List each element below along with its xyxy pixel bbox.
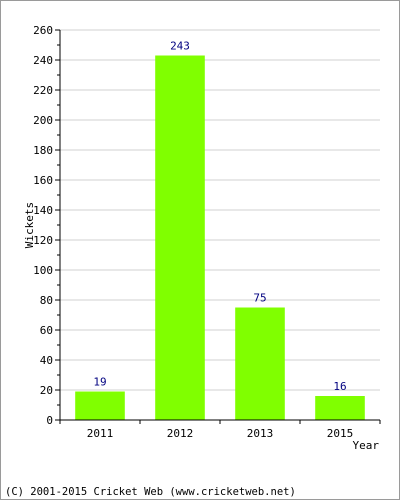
y-tick-label: 40 — [40, 354, 53, 367]
copyright-footer: (C) 2001-2015 Cricket Web (www.cricketwe… — [5, 486, 296, 498]
bar-2012 — [155, 55, 205, 420]
y-tick-label: 0 — [46, 414, 53, 427]
y-tick-label: 100 — [33, 264, 53, 277]
data-label-2013: 75 — [253, 292, 266, 305]
bar-2015 — [315, 396, 365, 420]
x-tick-labels: 2011 2012 2013 2015 — [87, 427, 354, 440]
y-tick-label: 240 — [33, 54, 53, 67]
y-axis-title: Wickets — [23, 202, 36, 248]
y-tick-label: 260 — [33, 24, 53, 37]
y-tick-label: 140 — [33, 204, 53, 217]
data-label-2011: 19 — [93, 376, 106, 389]
bar-2013 — [235, 307, 285, 420]
y-tick-label: 20 — [40, 384, 53, 397]
y-tick-label: 180 — [33, 144, 53, 157]
x-tick-label-2015: 2015 — [327, 427, 354, 440]
data-label-2015: 16 — [333, 380, 346, 393]
bars — [75, 55, 365, 420]
y-tick-label: 60 — [40, 324, 53, 337]
bar-2011 — [75, 391, 125, 420]
x-tick-label-2011: 2011 — [87, 427, 114, 440]
data-label-2012: 243 — [170, 40, 190, 53]
y-tick-labels: 0 20 40 60 80 100 120 140 160 180 200 220 240 260 — [33, 24, 53, 427]
x-axis-title: Year — [353, 439, 380, 452]
y-tick-label: 160 — [33, 174, 53, 187]
x-tick-label-2013: 2013 — [247, 427, 274, 440]
y-tick-label: 120 — [33, 234, 53, 247]
y-tick-label: 80 — [40, 294, 53, 307]
y-tick-label: 220 — [33, 84, 53, 97]
axes — [55, 29, 381, 424]
x-tick-label-2012: 2012 — [167, 427, 194, 440]
y-tick-label: 200 — [33, 114, 53, 127]
data-labels: 19 243 75 16 — [93, 40, 346, 394]
grid-lines — [60, 29, 380, 391]
